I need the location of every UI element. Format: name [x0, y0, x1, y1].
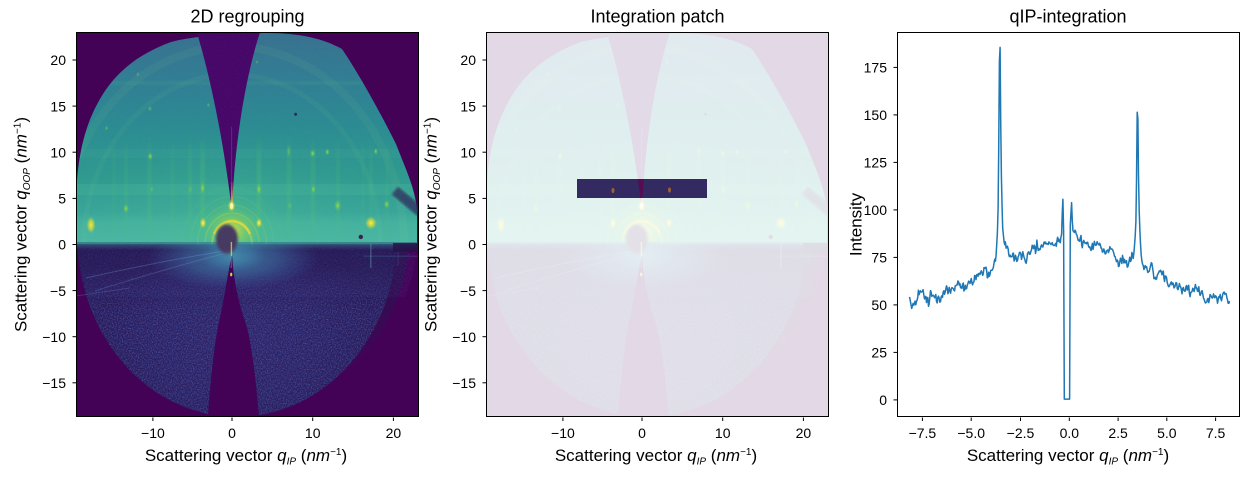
svg-text:5.0: 5.0 [1157, 425, 1177, 441]
svg-text:−10: −10 [452, 329, 476, 345]
svg-text:Intensity: Intensity [847, 192, 866, 256]
svg-text:−10: −10 [42, 329, 66, 345]
svg-text:0: 0 [638, 425, 646, 441]
svg-text:175: 175 [864, 60, 888, 76]
svg-text:10: 10 [50, 144, 66, 160]
svg-text:−2.5: −2.5 [1007, 425, 1035, 441]
svg-text:Scattering vector qOOP (nm−1): Scattering vector qOOP (nm−1) [12, 117, 34, 332]
svg-text:100: 100 [864, 202, 888, 218]
svg-text:Scattering vector qOOP (nm−1): Scattering vector qOOP (nm−1) [422, 117, 444, 332]
svg-text:−5: −5 [460, 283, 476, 299]
svg-text:10: 10 [305, 425, 321, 441]
svg-text:0: 0 [58, 237, 66, 253]
svg-text:0: 0 [228, 425, 236, 441]
svg-text:20: 20 [386, 425, 402, 441]
svg-text:7.5: 7.5 [1206, 425, 1226, 441]
svg-text:0.0: 0.0 [1060, 425, 1080, 441]
svg-text:Integration patch: Integration patch [590, 7, 724, 27]
svg-text:10: 10 [715, 425, 731, 441]
svg-text:Scattering vector qIP (nm−1): Scattering vector qIP (nm−1) [555, 446, 757, 468]
svg-text:125: 125 [864, 155, 888, 171]
svg-text:15: 15 [460, 98, 476, 114]
svg-text:Scattering vector qIP (nm−1): Scattering vector qIP (nm−1) [967, 446, 1169, 468]
svg-text:0: 0 [468, 237, 476, 253]
svg-text:15: 15 [50, 98, 66, 114]
svg-text:−10: −10 [141, 425, 165, 441]
svg-text:0: 0 [879, 392, 887, 408]
svg-text:−10: −10 [551, 425, 575, 441]
svg-text:50: 50 [871, 297, 887, 313]
svg-text:75: 75 [871, 250, 887, 266]
svg-text:Scattering vector qIP (nm−1): Scattering vector qIP (nm−1) [145, 446, 347, 468]
svg-text:−15: −15 [452, 375, 476, 391]
svg-text:5: 5 [468, 191, 476, 207]
svg-text:10: 10 [460, 144, 476, 160]
svg-text:20: 20 [460, 52, 476, 68]
svg-text:150: 150 [864, 107, 888, 123]
svg-text:2.5: 2.5 [1108, 425, 1128, 441]
svg-text:qIP-integration: qIP-integration [1009, 7, 1126, 27]
svg-text:−5.0: −5.0 [957, 425, 985, 441]
svg-text:5: 5 [58, 191, 66, 207]
svg-text:−5: −5 [50, 283, 66, 299]
svg-text:25: 25 [871, 345, 887, 361]
svg-text:2D regrouping: 2D regrouping [190, 7, 304, 27]
svg-text:20: 20 [796, 425, 812, 441]
svg-text:20: 20 [50, 52, 66, 68]
svg-text:−7.5: −7.5 [909, 425, 937, 441]
svg-text:−15: −15 [42, 375, 66, 391]
